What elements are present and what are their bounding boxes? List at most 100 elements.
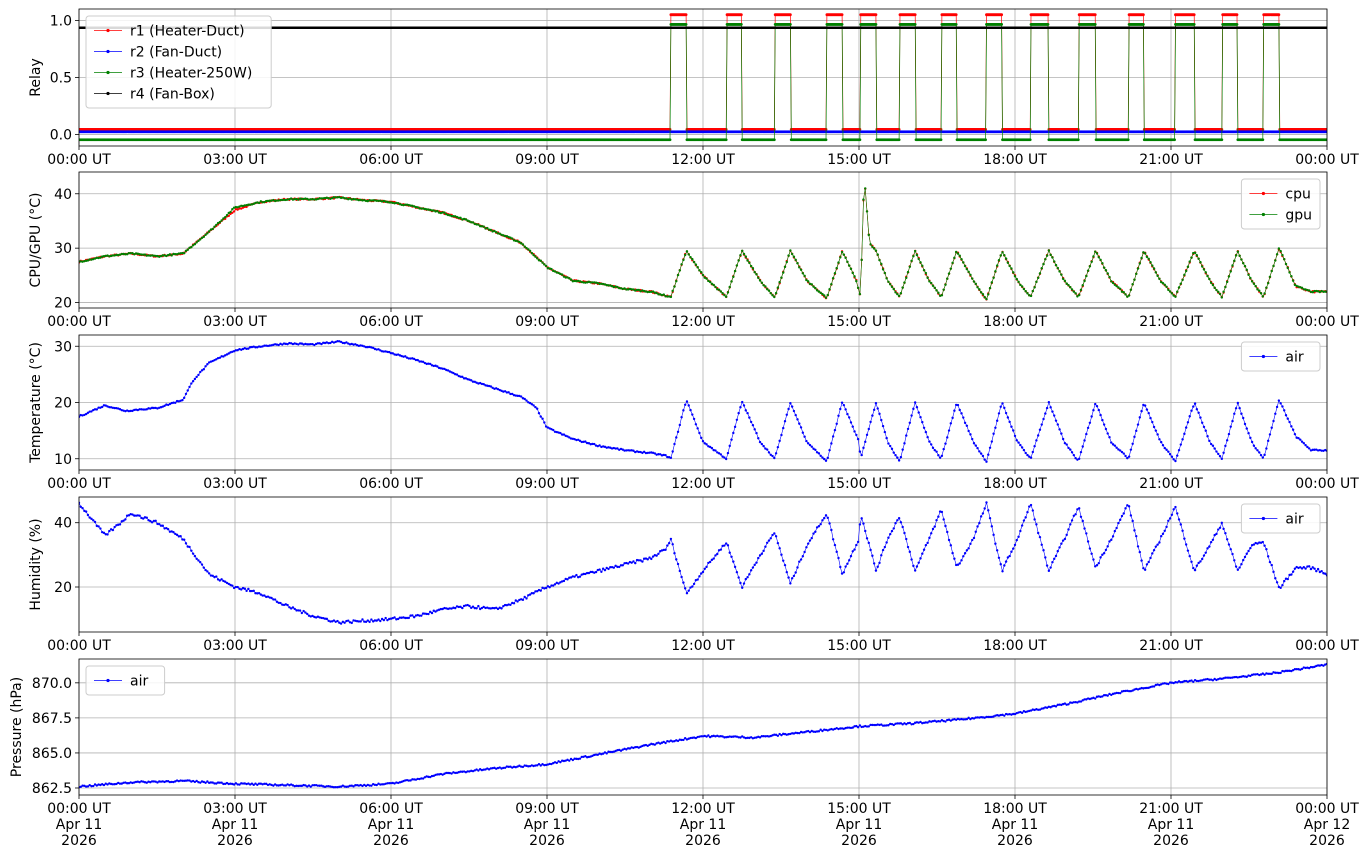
data-point (874, 23, 878, 26)
data-point (1235, 13, 1239, 17)
x-tick-label: 00:00 UT (47, 314, 111, 330)
data-point (874, 13, 878, 17)
x-tick-label-line: 00:00 UT (1295, 152, 1359, 168)
x-tick-label: 15:00 UT (827, 314, 891, 330)
data-point (1173, 138, 1176, 142)
data-point (1220, 138, 1224, 142)
data-point (913, 13, 917, 17)
x-tick-label-line: 06:00 UT (359, 152, 423, 168)
legend-label: r3 (Heater-250W) (130, 66, 252, 82)
x-tick-label-line: 09:00 UT (515, 314, 579, 330)
x-tick-label: 00:00 UT (1295, 314, 1359, 330)
axes-frame (78, 8, 1328, 147)
data-point (1141, 23, 1145, 26)
plot-area (79, 187, 1327, 301)
data-point (1192, 23, 1196, 26)
data-point (772, 138, 776, 142)
data-point (939, 138, 943, 142)
y-axis-label: CPU/GPU (°C) (28, 193, 44, 288)
x-tick-label: 21:00 UT (1139, 314, 1203, 330)
data-point (897, 138, 901, 142)
legend-swatch-marker (106, 91, 110, 96)
legend: r1 (Heater-Duct) r2 (Fan-Duct) r3 (Heater-… (85, 15, 272, 109)
x-tick-label-line: 21:00 UT (1139, 314, 1203, 330)
data-point (1261, 138, 1265, 142)
data-point (739, 23, 743, 26)
data-point (824, 138, 828, 142)
data-point (788, 23, 792, 26)
data-point (668, 138, 672, 142)
panel-2: 00:00 UT 03:00 UT 06:00 UT 09:00 UT 12:00 UT… (28, 171, 1359, 330)
data-point (1277, 13, 1281, 17)
x-tick-label: 03:00 UT (203, 152, 267, 168)
x-tick-label-line: 12:00 UT (671, 152, 735, 168)
data-point (1028, 138, 1032, 142)
x-tick-label: 06:00 UT (359, 152, 423, 168)
data-point (232, 210, 236, 213)
series-r2-fan-duct- (79, 130, 1327, 134)
x-tick-label-line: 09:00 UT (515, 152, 579, 168)
legend-label: r2 (Fan-Duct) (130, 45, 222, 61)
x-tick-label-line: 00:00 UT (47, 314, 111, 330)
x-tick-label-line: 03:00 UT (203, 314, 267, 330)
x-tick-label-line: 12:00 UT (671, 314, 735, 330)
x-tick-label: 15:00 UT (827, 152, 891, 168)
data-point (684, 13, 688, 17)
data-point (954, 13, 958, 17)
data-point (724, 138, 728, 142)
data-point (1235, 23, 1239, 26)
data-point (231, 211, 234, 214)
x-tick-label-line: 03:00 UT (203, 152, 267, 168)
data-point (739, 13, 743, 17)
data-point (1076, 138, 1080, 142)
data-point (1093, 13, 1097, 17)
series-r1-heater-duct- (79, 13, 1327, 131)
data-point (913, 23, 917, 26)
data-point (858, 138, 862, 142)
data-point (1000, 13, 1004, 17)
data-point (684, 23, 688, 26)
series-r3-heater-250w- (79, 23, 1327, 142)
x-tick-label-line: 21:00 UT (1139, 152, 1203, 168)
data-point (984, 138, 987, 142)
x-tick-label-line: 18:00 UT (983, 152, 1047, 168)
data-point (840, 13, 844, 17)
x-tick-label-line: 15:00 UT (827, 314, 891, 330)
x-tick-label: 09:00 UT (515, 314, 579, 330)
legend-swatch-marker (106, 70, 110, 75)
x-tick-label: 06:00 UT (359, 314, 423, 330)
data-point (229, 212, 232, 216)
y-tick-label: 30 (54, 241, 72, 257)
x-tick-label: 09:00 UT (515, 152, 579, 168)
x-tick-label-line: 00:00 UT (1295, 314, 1359, 330)
x-tick-label: 12:00 UT (671, 314, 735, 330)
legend-swatch-marker (106, 49, 110, 54)
data-point (236, 208, 239, 211)
legend-label: r1 (Heater-Duct) (130, 24, 245, 40)
data-point (1277, 23, 1281, 26)
x-tick-label: 18:00 UT (983, 152, 1047, 168)
y-tick-label: 20 (54, 296, 72, 312)
plot-area (79, 13, 1327, 142)
x-tick-label: 18:00 UT (983, 314, 1047, 330)
panel-1: 00:00 UT 03:00 UT 06:00 UT 09:00 UT 12:00 UT… (28, 8, 1359, 168)
data-point (1046, 13, 1050, 17)
y-tick-label: 1.0 (50, 13, 72, 29)
data-point (240, 207, 243, 210)
y-tick-label: 40 (54, 187, 72, 203)
x-tick-label: 00:00 UT (1295, 152, 1359, 168)
y-tick-label: 0.5 (50, 71, 72, 87)
data-point (1126, 138, 1130, 142)
legend-label: r4 (Fan-Box) (130, 87, 215, 103)
data-point (788, 13, 792, 17)
legend-swatch-marker (106, 28, 110, 33)
x-tick-label-line: 06:00 UT (359, 314, 423, 330)
x-tick-label: 00:00 UT (47, 152, 111, 168)
legend-box (85, 15, 272, 109)
x-tick-label: 12:00 UT (671, 152, 735, 168)
x-tick-label-line: 15:00 UT (827, 152, 891, 168)
data-point (1192, 13, 1196, 17)
x-tick-label: 03:00 UT (203, 314, 267, 330)
y-axis-label: Relay (28, 58, 44, 96)
